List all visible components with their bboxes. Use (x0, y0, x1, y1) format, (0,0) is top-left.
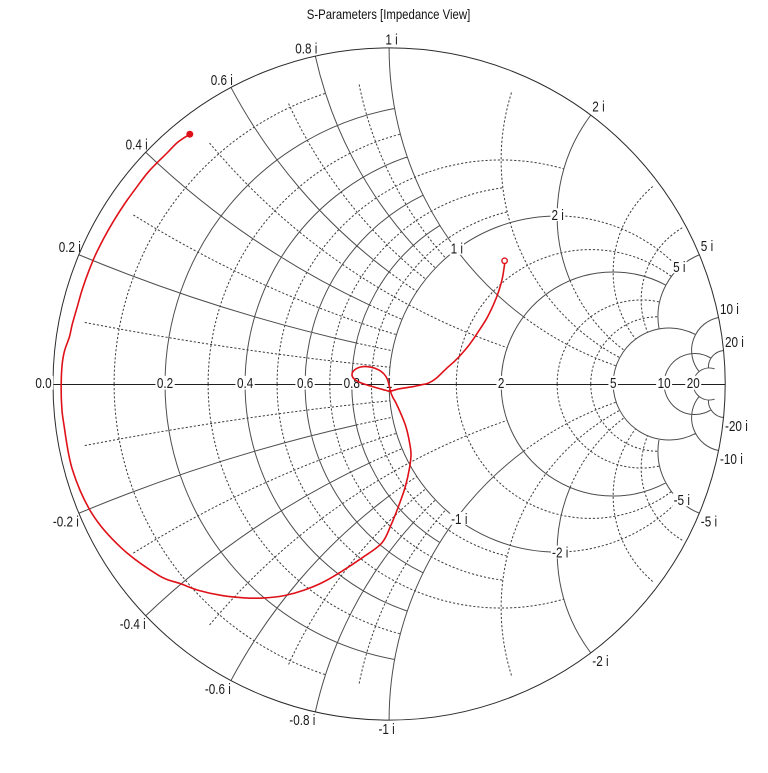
svg-text:-1 i: -1 i (451, 511, 467, 528)
svg-text:0.2: 0.2 (157, 375, 173, 392)
svg-text:20: 20 (687, 375, 700, 392)
svg-text:-5 i: -5 i (701, 514, 717, 531)
svg-text:5 i: 5 i (701, 238, 713, 255)
svg-text:5 i: 5 i (673, 259, 685, 276)
svg-text:-0.6 i: -0.6 i (205, 681, 231, 698)
svg-text:0.2 i: 0.2 i (59, 239, 81, 256)
svg-text:2: 2 (498, 375, 505, 392)
svg-text:-0.2 i: -0.2 i (53, 514, 79, 531)
svg-text:S-Parameters [Impedance View]: S-Parameters [Impedance View] (307, 6, 471, 22)
svg-text:2 i: 2 i (552, 207, 564, 224)
svg-text:-2 i: -2 i (592, 653, 608, 670)
svg-text:0.0: 0.0 (35, 375, 51, 392)
svg-text:-0.8 i: -0.8 i (289, 712, 315, 729)
svg-text:0.8: 0.8 (344, 375, 360, 392)
svg-text:-2 i: -2 i (552, 544, 568, 561)
svg-text:-0.4 i: -0.4 i (120, 616, 146, 633)
svg-text:0.8 i: 0.8 i (295, 41, 317, 58)
svg-text:10 i: 10 i (720, 301, 739, 318)
svg-text:0.4 i: 0.4 i (126, 137, 148, 154)
svg-text:-5 i: -5 i (674, 492, 690, 509)
svg-text:20 i: 20 i (725, 334, 744, 351)
svg-text:-10 i: -10 i (720, 451, 743, 468)
svg-text:10: 10 (658, 375, 671, 392)
svg-text:-20 i: -20 i (725, 418, 748, 435)
svg-text:1 i: 1 i (451, 241, 463, 258)
svg-text:0.6 i: 0.6 i (211, 72, 233, 89)
svg-text:-1 i: -1 i (378, 721, 394, 738)
svg-text:0.6: 0.6 (297, 375, 313, 392)
svg-text:2 i: 2 i (592, 99, 604, 116)
svg-text:5: 5 (610, 375, 617, 392)
svg-text:1 i: 1 i (385, 31, 397, 48)
svg-text:0.4: 0.4 (237, 375, 253, 392)
